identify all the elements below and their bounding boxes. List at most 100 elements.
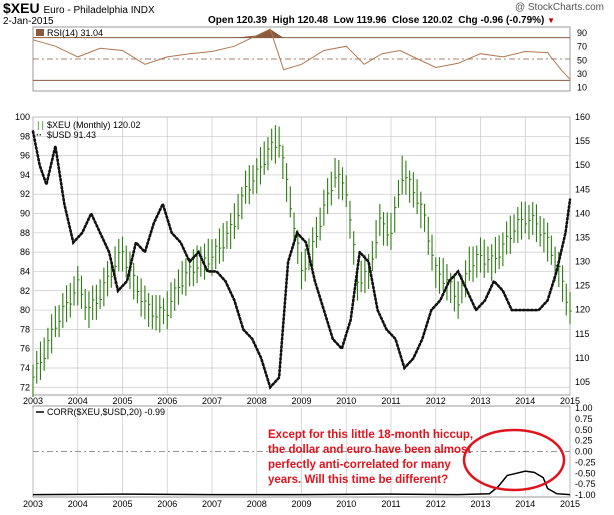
price-x-tick-label: 2003 [23, 396, 43, 406]
change-value: -0.96 (-0.79%) [480, 15, 545, 26]
price-x-tick-label: 2008 [247, 396, 267, 406]
usd-legend: $USD 91.43 [47, 130, 96, 140]
price-right-tick-label: 110 [575, 353, 589, 363]
date-label: 2-Jan-2015 [3, 16, 54, 27]
price-legend-marker: ∣∣ [36, 120, 45, 130]
corr-layer: 1.000.750.500.250.00-0.25-0.50-0.75-1.00… [23, 403, 596, 509]
corr-legend: CORR($XEU,$USD,20) -0.99 [47, 407, 165, 417]
price-x-tick-label: 2014 [515, 396, 535, 406]
price-layer: 2003 2004 2005 2006 2007 2008 2009 2010 2011 2012… [15, 112, 590, 406]
corr-x-tick-label: 2005 [112, 499, 132, 509]
corr-tick-label: 1.00 [575, 403, 593, 413]
rsi-tick-label: 30 [577, 69, 587, 79]
corr-x-tick-label: 2007 [202, 499, 222, 509]
rsi-tick-label: 50 [577, 55, 587, 65]
rsi-line [32, 28, 571, 80]
price-left-tick-label: 84 [20, 266, 30, 276]
open-label: Open [208, 15, 234, 26]
price-x-tick-label: 2011 [381, 396, 400, 406]
rsi-tick-label: 90 [577, 28, 587, 38]
annotation-line-1: Except for this little 18-month hiccup, [268, 429, 473, 441]
price-left-tick-label: 94 [20, 170, 30, 180]
down-arrow-icon: ▼ [547, 16, 556, 25]
price-legend: $XEU (Monthly) 120.02 [47, 120, 141, 130]
corr-tick-label: 0.75 [575, 414, 593, 424]
price-x-tick-label: 2006 [157, 396, 177, 406]
price-x-tick-label: 2005 [112, 396, 132, 406]
price-right-tick-label: 105 [575, 377, 590, 387]
price-left-tick-label: 88 [20, 228, 30, 238]
price-x-tick-label: 2004 [68, 396, 88, 406]
corr-x-tick-label: 2015 [560, 499, 580, 509]
annotation-line-3: perfectly anti-correlated for many [268, 459, 451, 471]
corr-x-tick-label: 2004 [68, 499, 88, 509]
price-left-tick-label: 92 [20, 189, 30, 199]
corr-tick-label: 0.00 [575, 447, 593, 457]
price-right-tick-label: 155 [575, 136, 590, 146]
corr-x-tick-label: 2011 [381, 499, 400, 509]
low-value: 119.96 [356, 15, 387, 26]
symbol-label: $XEU [3, 0, 40, 16]
price-x-tick-label: 2007 [202, 396, 222, 406]
price-left-tick-label: 72 [20, 382, 30, 392]
low-label: Low [333, 15, 354, 26]
corr-x-tick-label: 2009 [291, 499, 311, 509]
high-value: 120.48 [297, 15, 329, 26]
rsi-legend-swatch [36, 29, 44, 36]
corr-x-tick-label: 2014 [515, 499, 535, 509]
price-x-tick-label: 2013 [470, 396, 490, 406]
price-left-tick-label: 82 [20, 286, 30, 296]
rsi-legend: RSI(14) 31.04 [47, 28, 103, 38]
corr-x-tick-label: 2013 [470, 499, 490, 509]
corr-tick-label: 0.50 [575, 425, 593, 435]
change-label: Chg [458, 15, 478, 26]
price-left-tick-label: 78 [20, 324, 30, 334]
price-left-tick-label: 100 [15, 112, 30, 122]
price-left-tick-label: 96 [20, 151, 30, 161]
annotation-line-2: the dollar and euro have been almost [268, 444, 471, 456]
quote-strip: Open 120.39 High 120.48 Low 119.96 Close… [208, 15, 555, 26]
price-x-tick-label: 2009 [291, 396, 311, 406]
price-right-tick-label: 145 [575, 184, 590, 194]
price-x-tick-label: 2012 [426, 396, 446, 406]
symbol-title: $XEU Euro - Philadelphia INDX [3, 0, 155, 16]
index-name: Euro - Philadelphia INDX [43, 5, 155, 16]
corr-x-tick-label: 2006 [157, 499, 177, 509]
rsi-tick-label: 10 [577, 83, 587, 93]
usd-line [31, 130, 572, 390]
open-value: 120.39 [236, 15, 267, 26]
annotation-line-4: years. Will this time be different? [268, 474, 448, 486]
price-right-tick-label: 150 [575, 160, 590, 170]
corr-tick-label: -0.75 [575, 479, 596, 489]
rsi-tick-label: 70 [577, 42, 587, 52]
corr-tick-label: -1.00 [575, 490, 596, 500]
price-left-tick-label: 90 [20, 209, 30, 219]
watermark: @ StockCharts.com [514, 2, 604, 13]
price-right-tick-label: 120 [575, 305, 590, 315]
price-left-tick-label: 86 [20, 247, 30, 257]
price-x-tick-label: 2015 [560, 396, 580, 406]
corr-x-tick-label: 2003 [23, 499, 43, 509]
price-right-tick-label: 160 [575, 112, 590, 122]
corr-x-tick-label: 2010 [336, 499, 356, 509]
price-x-tick-label: 2010 [336, 396, 356, 406]
corr-x-tick-label: 2008 [247, 499, 267, 509]
corr-x-tick-label: 2012 [426, 499, 446, 509]
price-left-tick-label: 80 [20, 305, 30, 315]
high-label: High [272, 15, 295, 26]
corr-tick-label: -0.50 [575, 468, 596, 478]
hiccup-highlight-circle [462, 428, 566, 492]
rsi-layer: 90 70 50 30 10 [32, 28, 587, 93]
price-right-tick-label: 135 [575, 232, 590, 242]
corr-tick-label: -0.25 [575, 457, 596, 467]
price-right-tick-label: 140 [575, 208, 590, 218]
price-left-tick-label: 76 [20, 344, 30, 354]
usd-legend-marker: ·· [36, 130, 42, 140]
price-right-tick-label: 115 [575, 329, 589, 339]
price-right-tick-label: 130 [575, 257, 590, 267]
price-right-tick-label: 125 [575, 281, 590, 291]
price-left-tick-label: 74 [20, 363, 30, 373]
close-value: 120.02 [422, 15, 453, 26]
